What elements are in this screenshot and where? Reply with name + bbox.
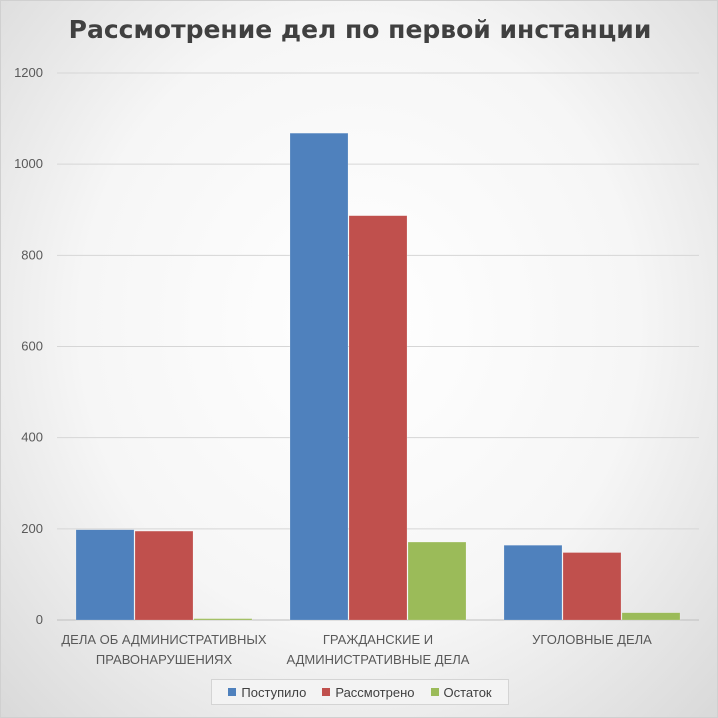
y-tick-label: 200 (21, 521, 43, 536)
chart-title: Рассмотрение дел по первой инстанции (68, 15, 652, 44)
y-tick-label: 400 (21, 430, 43, 445)
x-category-label: ДЕЛА ОБ АДМИНИСТРАТИВНЫХ (61, 632, 267, 647)
bar-Поступило-1 (289, 132, 349, 621)
legend-swatch (322, 688, 331, 696)
chart-legend: Поступило Рассмотрено Остаток (211, 679, 509, 705)
x-category-label: ГРАЖДАНСКИЕ И (323, 632, 433, 647)
y-tick-label: 1200 (14, 65, 43, 80)
legend-label: Остаток (443, 684, 492, 700)
y-tick-label: 800 (21, 247, 43, 262)
bar-Рассмотрено-1 (348, 215, 408, 621)
y-tick-label: 600 (21, 339, 43, 354)
legend-label: Поступило (241, 684, 307, 700)
legend-swatch (228, 688, 237, 696)
bar-Остаток-0 (193, 618, 253, 621)
x-category-label: УГОЛОВНЫЕ ДЕЛА (532, 632, 652, 647)
bar-Рассмотрено-0 (134, 530, 194, 621)
legend-item: Остаток (430, 684, 492, 700)
bar-Поступило-2 (503, 544, 563, 621)
x-category-label: АДМИНИСТРАТИВНЫЕ ДЕЛА (287, 652, 470, 667)
bar-Рассмотрено-2 (562, 552, 622, 621)
bar-Поступило-0 (75, 529, 135, 621)
y-tick-label: 1000 (14, 156, 43, 171)
bar-Остаток-1 (407, 541, 467, 621)
y-tick-label: 0 (36, 612, 43, 627)
bar-Остаток-2 (621, 612, 681, 621)
legend-label: Рассмотрено (335, 684, 415, 700)
legend-item: Рассмотрено (322, 684, 415, 700)
bar-chart-plot: 0 200 400 600 800 1000 1200 ДЕЛА ОБ АДМИНИСТРАТ… (14, 65, 699, 667)
legend-item: Поступило (228, 685, 306, 700)
legend-swatch (430, 688, 439, 696)
x-category-label: ПРАВОНАРУШЕНИЯХ (96, 652, 233, 667)
